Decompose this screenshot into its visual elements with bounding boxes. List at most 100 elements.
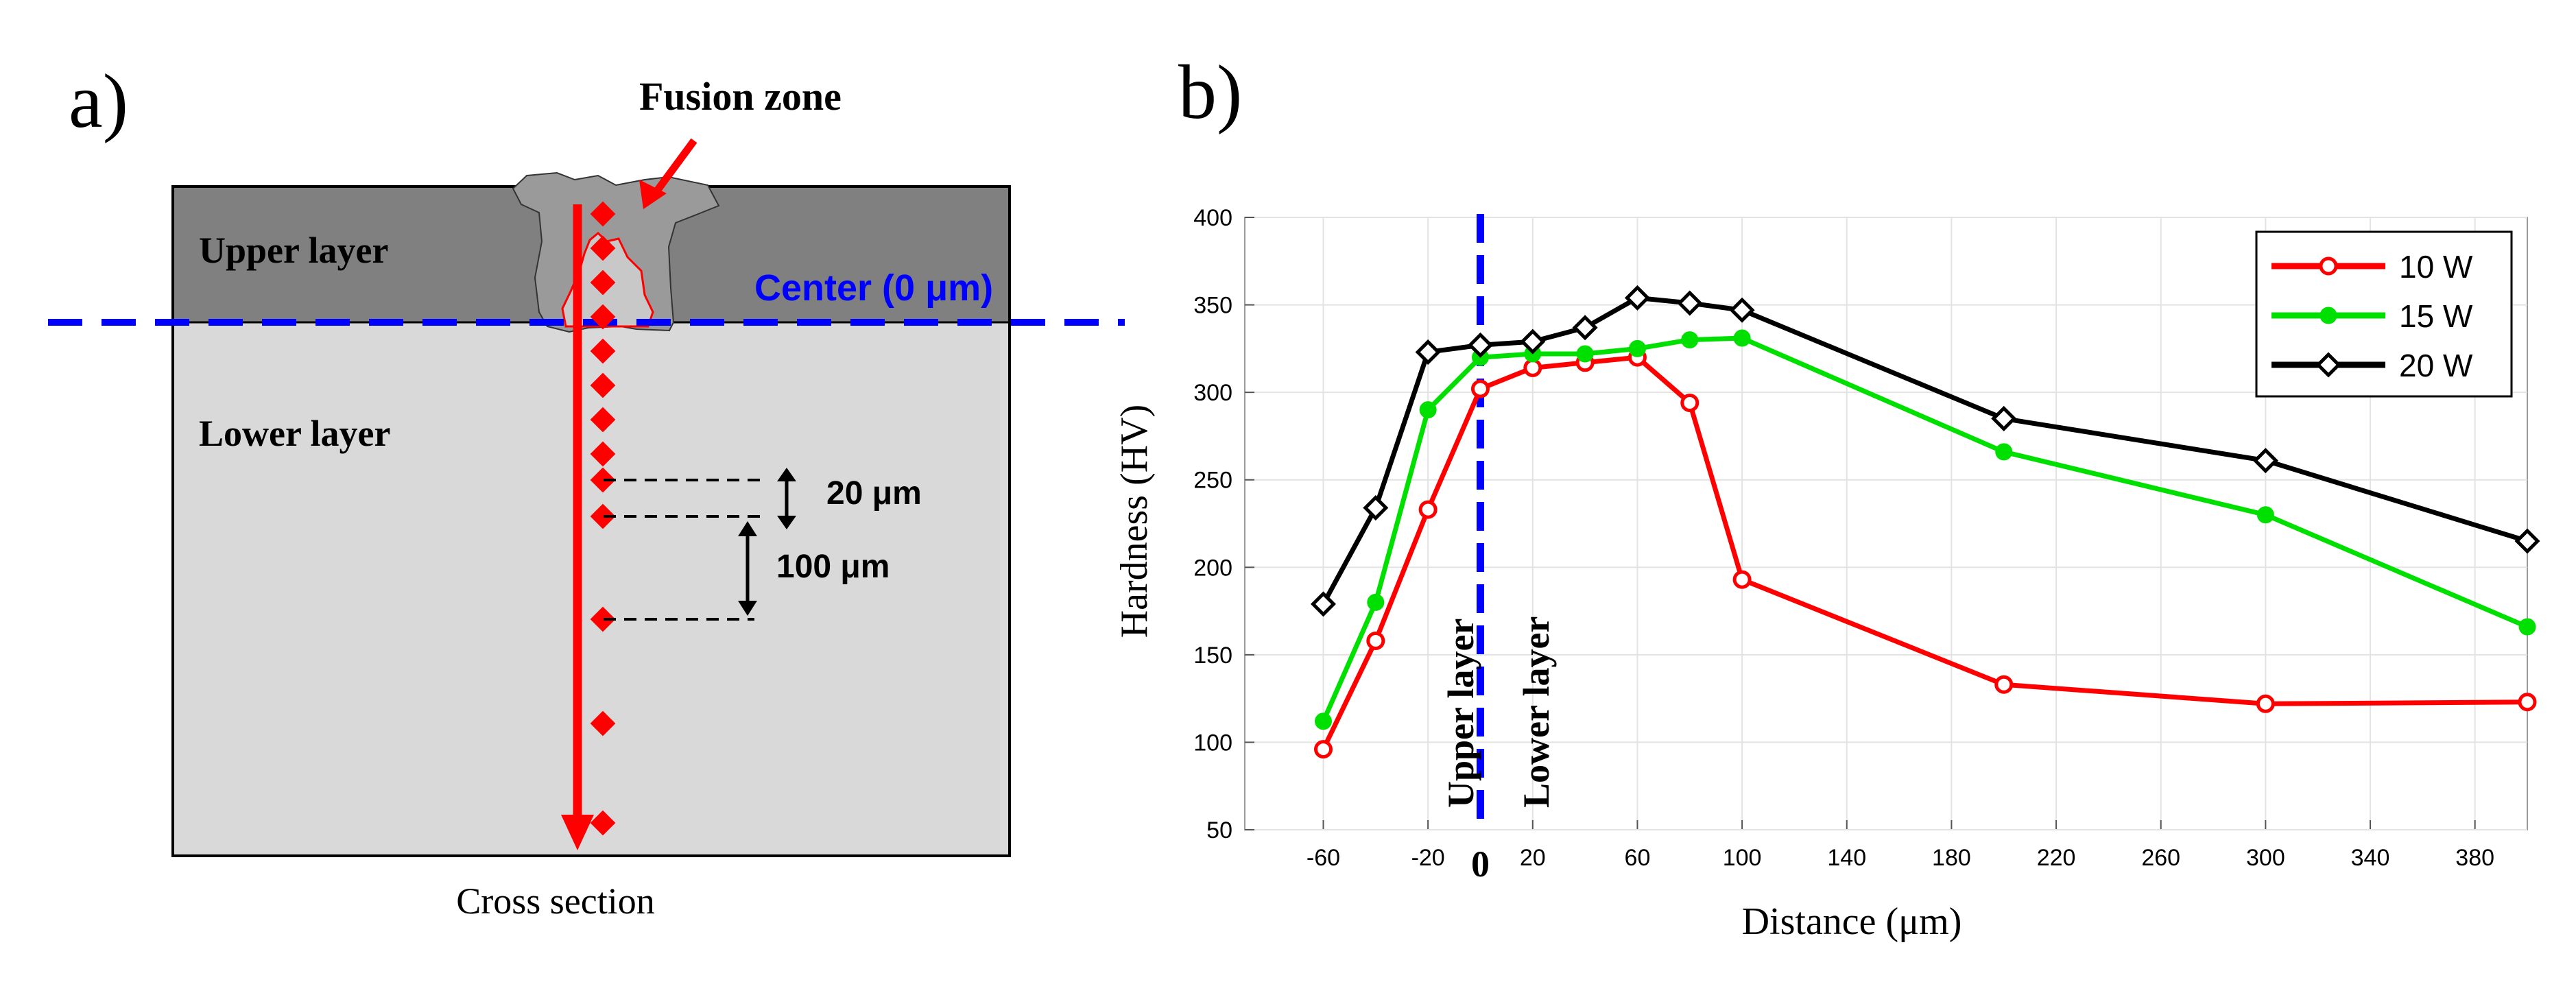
measure-point-5	[590, 338, 616, 364]
measure-point-8	[590, 441, 616, 467]
data-point-15w	[2518, 618, 2536, 636]
upper-layer-label: Upper layer	[199, 230, 388, 271]
data-point-15w	[1419, 401, 1437, 419]
lower-layer-region	[173, 322, 1010, 856]
spacing-arrow-small-top	[777, 468, 796, 481]
legend-marker-10w	[2319, 256, 2338, 276]
spacing-small-label: 20 μm	[826, 475, 922, 512]
panel-a-label: a)	[69, 59, 128, 144]
data-point-15w	[1367, 593, 1385, 611]
x-tick-label: 380	[2455, 845, 2494, 871]
panel-a-diagram: a) Fusion zone Upper layer Lower layer C…	[48, 59, 1125, 922]
data-point-20w	[1572, 315, 1598, 341]
x-tick-label: -60	[1307, 845, 1340, 871]
measurement-points	[590, 201, 616, 836]
data-point-10w	[1994, 675, 2014, 694]
data-point-15w	[1681, 331, 1699, 349]
data-point-10w	[1418, 500, 1438, 519]
data-point-20w	[1310, 591, 1337, 617]
measure-point-1	[590, 201, 616, 227]
data-point-15w	[1314, 712, 1332, 730]
legend-label-15w: 15 W	[2399, 298, 2473, 334]
x-tick-label: 140	[1827, 845, 1866, 871]
x-tick-label: 20	[1520, 845, 1546, 871]
legend-label-20w: 20 W	[2399, 348, 2473, 383]
data-point-20w	[1467, 332, 1494, 358]
data-point-10w	[2256, 694, 2275, 713]
data-point-20w	[2514, 528, 2540, 554]
measure-point-9	[590, 467, 616, 493]
measure-point-6	[590, 372, 616, 398]
y-tick-labels: 50 100 150 200 250 300 350 400	[1193, 205, 1232, 843]
center-label: Center (0 μm)	[754, 267, 993, 309]
data-point-20w	[1677, 290, 1703, 316]
series-markers	[1310, 285, 2540, 759]
x-tick-label: 300	[2246, 845, 2285, 871]
data-point-20w	[1624, 285, 1650, 311]
measure-point-3	[590, 270, 616, 296]
panel-b-chart: b) -60 -20 20 60 100 140 180 220 260 300 340 380 50…	[1113, 50, 2540, 943]
data-point-15w	[1576, 345, 1594, 363]
lower-layer-label: Lower layer	[199, 413, 390, 454]
lower-region-label: Lower layer	[1516, 616, 1557, 808]
x-tick-label: 220	[2037, 845, 2076, 871]
measurement-arrow-head	[561, 815, 594, 850]
y-tick-label: 250	[1193, 468, 1232, 494]
legend-label-10w: 10 W	[2399, 249, 2473, 285]
data-point-20w	[1363, 495, 1389, 521]
data-point-20w	[1520, 328, 1546, 355]
y-tick-label: 300	[1193, 380, 1232, 406]
data-point-10w	[1313, 740, 1333, 759]
series-lines	[1321, 295, 2529, 751]
x-tick-label: 180	[1932, 845, 1971, 871]
data-point-20w	[1991, 405, 2017, 431]
data-point-10w	[1732, 570, 1752, 589]
measure-point-13	[590, 810, 616, 836]
data-point-20w	[2252, 448, 2278, 474]
data-point-15w	[2256, 506, 2274, 524]
data-point-10w	[2518, 693, 2537, 712]
series-line-20w	[1321, 295, 2529, 606]
data-point-10w	[1523, 358, 1542, 377]
data-point-15w	[1628, 339, 1646, 357]
spacing-arrow-large-bottom	[738, 601, 757, 616]
fusion-zone-pointer	[650, 138, 697, 198]
chart-legend: 10 W 15 W 20 W	[2255, 230, 2513, 398]
y-tick-label: 150	[1193, 643, 1232, 669]
y-tick-label: 100	[1193, 730, 1232, 756]
x-tick-label: -20	[1411, 845, 1445, 871]
fusion-zone-pointer-head	[639, 180, 667, 209]
spacing-arrow-small-bottom	[777, 516, 796, 529]
data-point-20w	[1415, 339, 1441, 365]
data-point-20w	[1729, 297, 1755, 323]
measure-point-2	[590, 235, 616, 261]
measure-point-11	[590, 606, 616, 632]
zero-label: 0	[1471, 843, 1490, 885]
x-tick-labels: -60 -20 20 60 100 140 180 220 260 300 340 380	[1307, 845, 2494, 871]
x-tick-label: 340	[2351, 845, 2390, 871]
y-tick-label: 350	[1193, 293, 1232, 319]
x-tick-label: 60	[1625, 845, 1651, 871]
measure-point-4	[590, 304, 616, 330]
series-line-10w	[1321, 355, 2528, 751]
cross-section-caption: Cross section	[456, 881, 655, 922]
legend-marker-20w	[2315, 352, 2341, 378]
data-point-15w	[1733, 329, 1751, 347]
panel-b-label: b)	[1178, 50, 1242, 135]
x-tick-label: 100	[1723, 845, 1762, 871]
spacing-large-label: 100 μm	[776, 549, 890, 585]
data-point-10w	[1366, 631, 1385, 650]
data-point-10w	[1680, 393, 1700, 412]
measure-point-12	[590, 710, 616, 736]
measure-point-7	[590, 407, 616, 433]
y-tick-label: 400	[1193, 205, 1232, 231]
y-axis-label: Hardness (HV)	[1113, 405, 1156, 638]
upper-region-label: Upper layer	[1440, 619, 1481, 808]
fusion-zone-label: Fusion zone	[639, 74, 842, 119]
data-point-10w	[1470, 379, 1490, 398]
x-axis-label: Distance (μm)	[1742, 900, 1962, 943]
y-tick-label: 200	[1193, 555, 1232, 581]
x-tick-label: 260	[2141, 845, 2180, 871]
legend-marker-15w	[2319, 307, 2337, 324]
